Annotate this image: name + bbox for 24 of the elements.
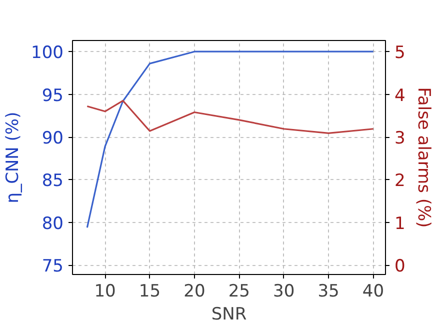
x-tick-label: 35 bbox=[318, 282, 340, 302]
y2-tick-label: 5 bbox=[394, 43, 406, 64]
y-tick-label: 75 bbox=[42, 256, 64, 277]
x-tick-label: 20 bbox=[184, 282, 206, 302]
y-axis-title: η_CNN (%) bbox=[3, 112, 24, 204]
y-tick-label: 85 bbox=[42, 171, 64, 192]
y2-tick-label: 4 bbox=[394, 86, 406, 106]
x-tick-label: 25 bbox=[228, 282, 250, 302]
x-axis-title: SNR bbox=[211, 304, 247, 324]
y2-tick-label: 2 bbox=[394, 171, 406, 192]
x-tick-label: 30 bbox=[273, 282, 295, 302]
y-tick-label: 100 bbox=[31, 43, 64, 64]
y2-tick-label: 3 bbox=[394, 128, 406, 149]
y-tick-label: 95 bbox=[42, 86, 64, 106]
y2-tick-label: 0 bbox=[394, 256, 406, 277]
y-tick-label: 80 bbox=[42, 214, 64, 234]
y-tick-label: 90 bbox=[42, 128, 64, 149]
line-series bbox=[86, 100, 374, 134]
x-tick-label: 10 bbox=[94, 282, 116, 302]
x-tick-label: 15 bbox=[138, 282, 161, 302]
y2-axis-title: False alarms (%) bbox=[413, 87, 434, 228]
x-tick-label: 40 bbox=[362, 282, 384, 302]
y2-tick-label: 1 bbox=[394, 214, 406, 234]
line-series bbox=[86, 50, 374, 228]
